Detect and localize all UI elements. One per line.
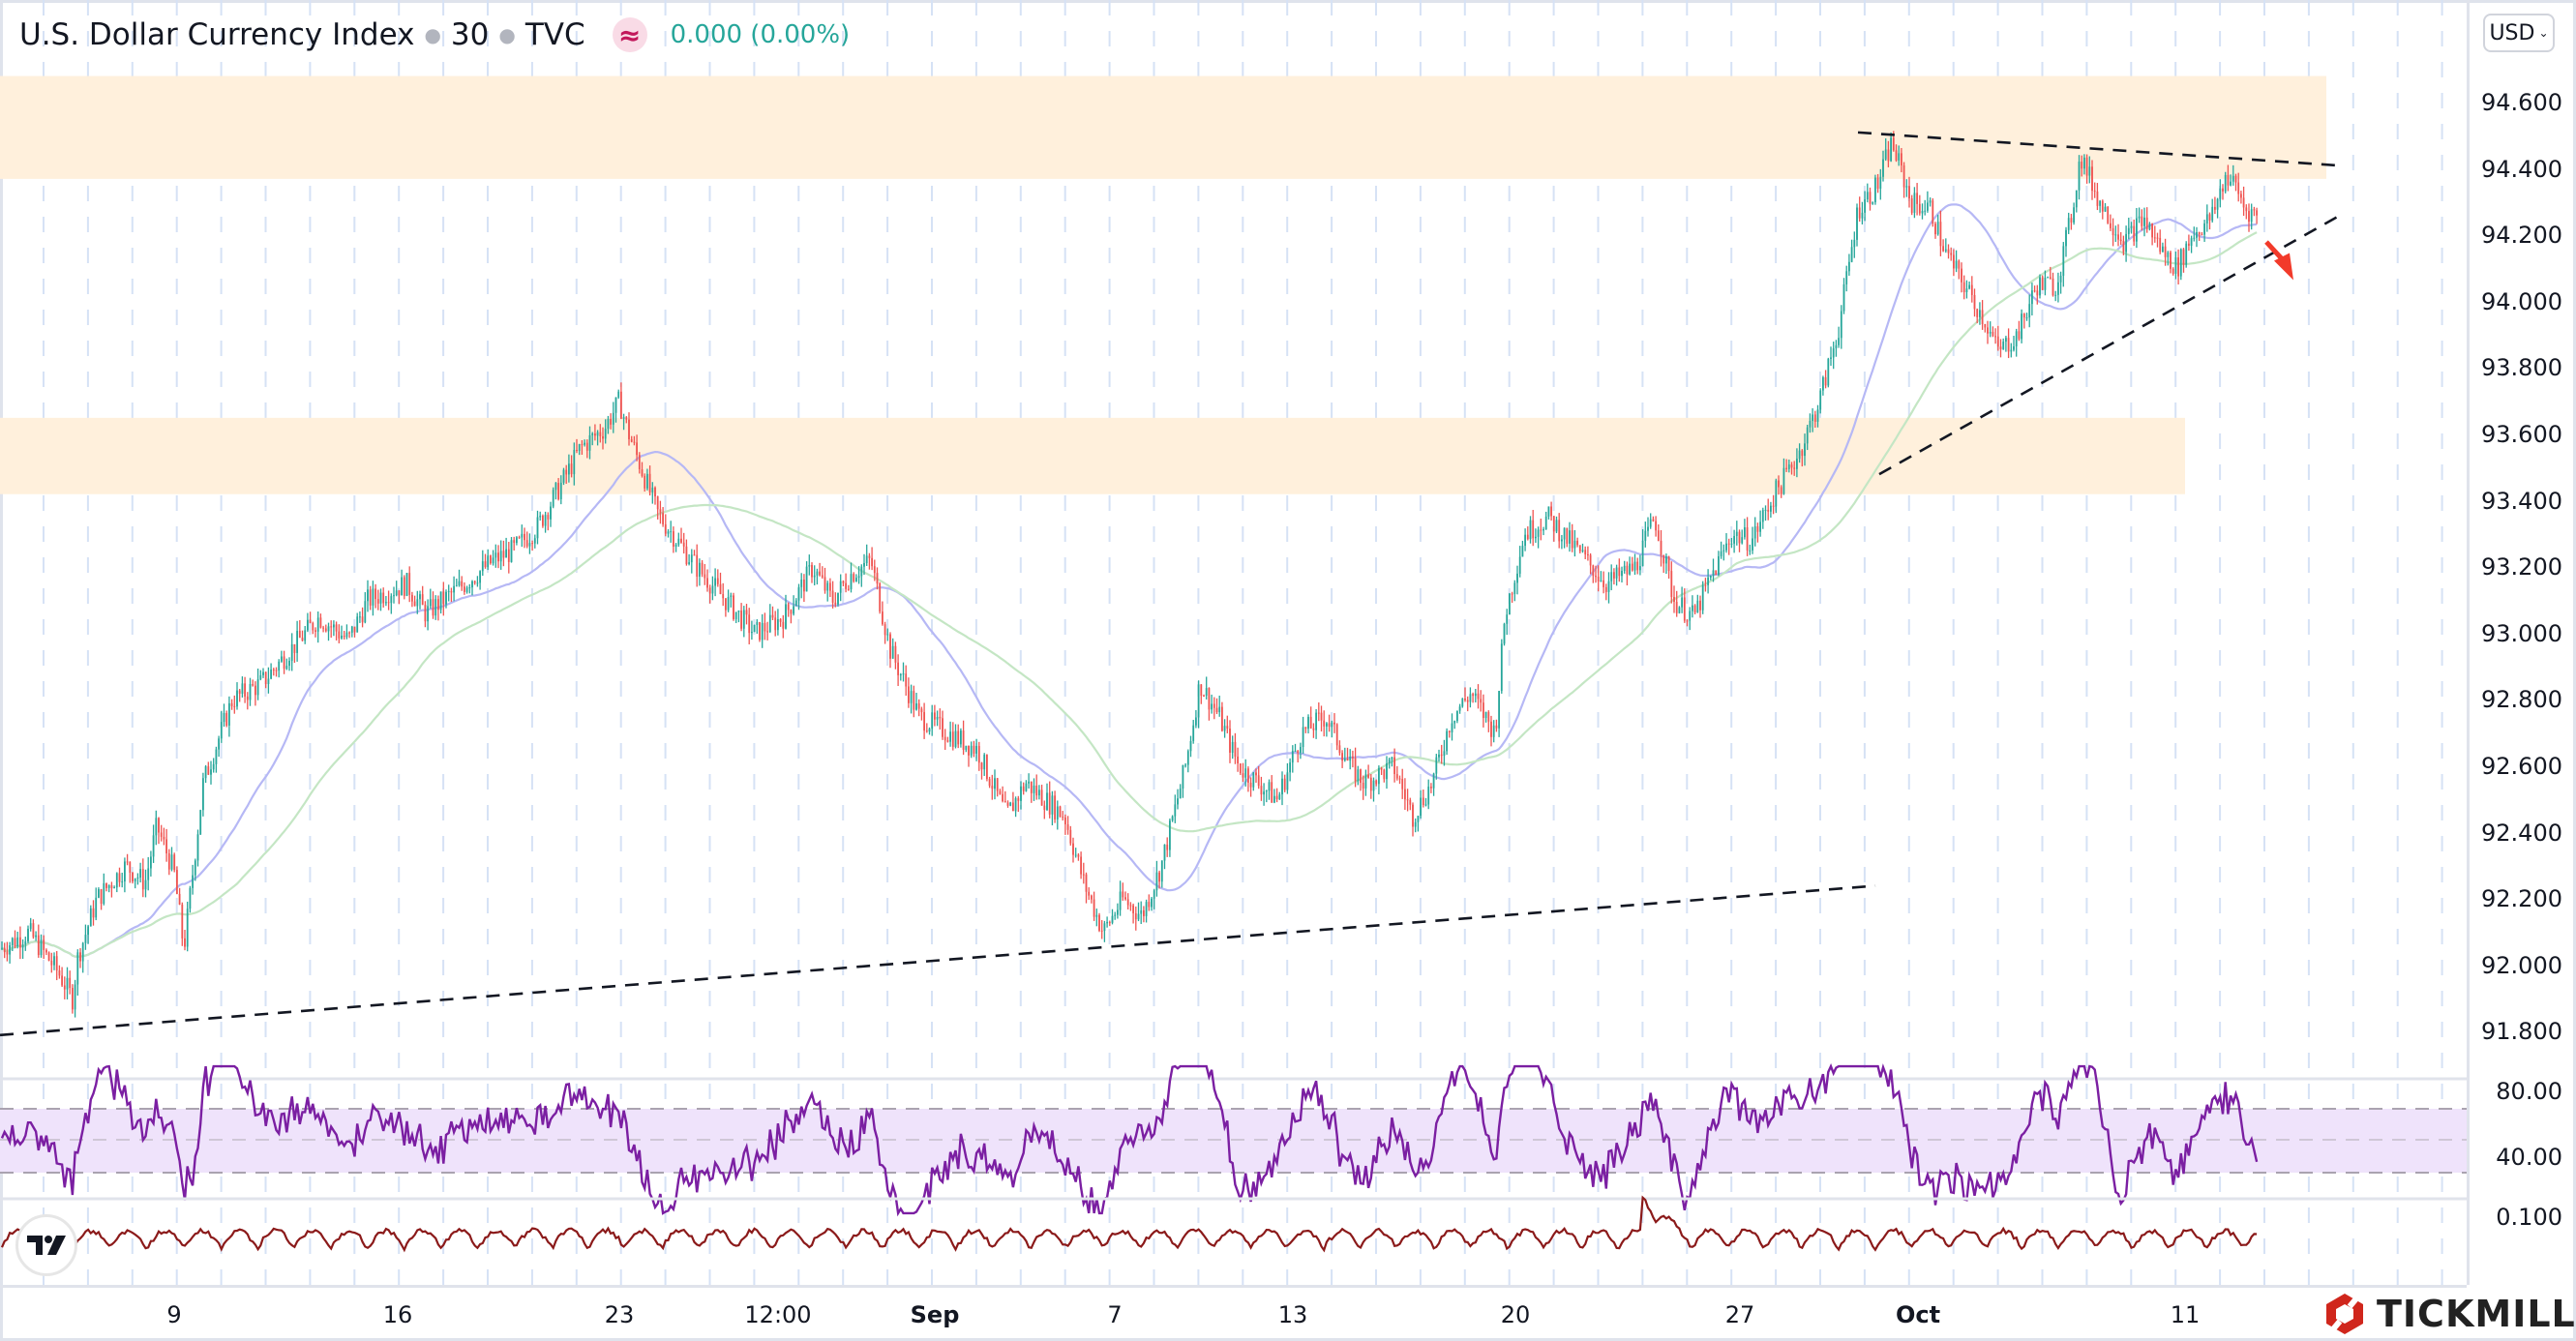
time-tick-label: 20 [1500, 1301, 1531, 1328]
tickmill-hex-icon [2326, 1294, 2363, 1334]
vertical-grid [43, 0, 2443, 1285]
time-tick-label: 12:00 [744, 1301, 812, 1328]
price-tick-label: 93.000 [2481, 619, 2562, 647]
price-tick-label: 92.400 [2481, 819, 2562, 847]
arrow-head-icon [2274, 253, 2293, 281]
price-tick-label: 94.200 [2481, 222, 2562, 250]
price-axis[interactable]: 94.600 94.400 94.200 94.000 93.800 93.600 93.4… [2467, 0, 2576, 1285]
atr-line [0, 1195, 2258, 1253]
price-tick-label: 93.400 [2481, 487, 2562, 515]
triangle-support-trendline [1878, 214, 2341, 476]
time-tick-label: 7 [1107, 1301, 1123, 1328]
source-label: TVC [524, 17, 585, 52]
time-tick-label: 11 [2170, 1301, 2201, 1328]
currency-dropdown[interactable]: USD ⌄ [2483, 14, 2555, 52]
price-tick-label: 94.400 [2481, 155, 2562, 183]
price-tick-label: 92.800 [2481, 686, 2562, 714]
resistance-zones [0, 75, 2326, 494]
broker-name: TICKMILL [2377, 1293, 2576, 1335]
time-axis[interactable]: 9 16 23 12:00 Sep 7 13 20 27 Oct 11 [0, 1285, 2467, 1341]
price-tick-label: 92.600 [2481, 753, 2562, 780]
atr-pane [0, 1195, 2258, 1253]
price-change: 0.000 (0.00%) [670, 20, 851, 49]
separator-dot: ● [498, 23, 516, 46]
market-status-icon[interactable]: ≈ [612, 17, 647, 52]
supply-zone [0, 75, 2326, 179]
time-tick-label: 23 [604, 1301, 635, 1328]
rsi-line [0, 1062, 2259, 1217]
price-tick-label: 93.600 [2481, 421, 2562, 448]
time-tick-label: Sep [910, 1301, 960, 1328]
long-support-trendline [0, 884, 1876, 1037]
time-tick-label: 9 [166, 1301, 182, 1328]
interval-label: 30 [450, 17, 490, 52]
price-tick-label: 92.000 [2481, 951, 2562, 979]
price-tick-label: 94.600 [2481, 89, 2562, 116]
separator-dot: ● [424, 23, 441, 46]
price-tick-label: 93.800 [2481, 354, 2562, 382]
moving-average-slow [1, 231, 2258, 958]
chart-canvas[interactable] [0, 0, 2467, 1285]
trendlines[interactable] [0, 131, 2341, 1037]
tradingview-logo[interactable] [15, 1214, 77, 1276]
tickmill-logo: TICKMILL [2322, 1290, 2576, 1338]
price-tick-label: 94.000 [2481, 287, 2562, 315]
indicator-tick-label: 0.100 [2496, 1204, 2562, 1231]
chevron-down-icon: ⌄ [2538, 26, 2549, 40]
indicator-tick-label: 40.00 [2496, 1144, 2562, 1171]
moving-average-fast [1, 203, 2258, 958]
bearish-arrow-annotation[interactable] [2264, 240, 2293, 281]
time-tick-label: 13 [1277, 1301, 1308, 1328]
tradingview-icon [27, 1236, 66, 1255]
time-tick-label: Oct [1895, 1301, 1941, 1328]
supply-zone [0, 417, 2185, 494]
price-tick-label: 93.200 [2481, 553, 2562, 581]
price-tick-label: 91.800 [2481, 1018, 2562, 1046]
time-tick-label: 16 [382, 1301, 413, 1328]
price-tick-label: 92.200 [2481, 885, 2562, 913]
indicator-tick-label: 80.00 [2496, 1078, 2562, 1105]
triangle-resistance-trendline [1857, 131, 2341, 167]
rsi-pane [0, 1062, 2467, 1217]
symbol-title[interactable]: U.S. Dollar Currency Index [19, 17, 415, 52]
moving-averages [1, 203, 2258, 958]
currency-label: USD [2489, 20, 2535, 45]
arrow-shaft [2264, 240, 2284, 261]
symbol-legend[interactable]: U.S. Dollar Currency Index ● 30 ● TVC ≈ … [19, 14, 850, 56]
candlestick-series [1, 131, 2258, 1018]
time-tick-label: 27 [1724, 1301, 1755, 1328]
